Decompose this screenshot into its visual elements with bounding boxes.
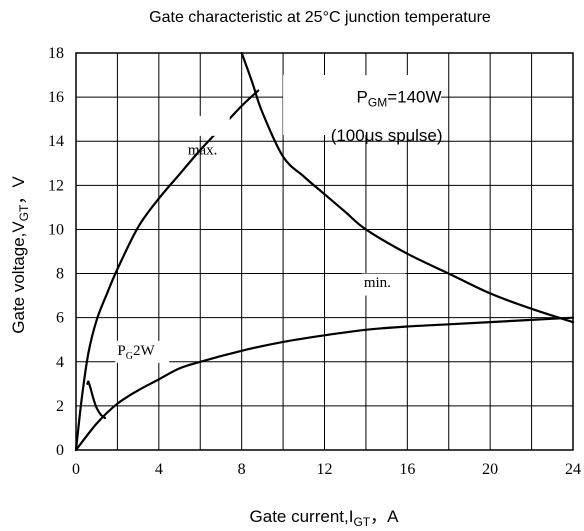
- series-line-pgm: [240, 51, 575, 324]
- x-tick-label: 24: [565, 461, 581, 478]
- y-tick-label: 0: [56, 442, 64, 459]
- min-label: min.: [361, 273, 406, 296]
- y-tick-label: 6: [56, 310, 64, 327]
- x-tick-label: 4: [155, 461, 163, 478]
- y-tick-label: 18: [48, 45, 64, 62]
- max-label-text: max.: [188, 143, 218, 159]
- y-tick-label: 8: [56, 266, 64, 283]
- pg-label-text: PG2W: [117, 343, 155, 362]
- pgm-label-text: PGM=140W: [357, 88, 442, 110]
- min-label-text: min.: [364, 275, 391, 291]
- pulse-label-text: (100μs spulse): [331, 126, 443, 145]
- max-label-background: [185, 115, 230, 136]
- annotations: max. min. PGM=140W (100μs spulse) PG2W: [115, 75, 443, 363]
- plot-frame: [75, 52, 574, 451]
- y-tick-label: 12: [48, 177, 64, 194]
- y-tick-label: 10: [48, 221, 64, 238]
- y-tick-label: 14: [48, 133, 64, 150]
- series-line-max: [74, 89, 260, 452]
- pgm-label: PGM=140W (100μs spulse): [283, 75, 443, 145]
- x-tick-label: 8: [238, 461, 246, 478]
- x-tick-label: 12: [317, 461, 333, 478]
- y-tick-label: 4: [56, 354, 64, 371]
- pgm-label-background: [283, 75, 442, 136]
- series-line-min: [74, 316, 575, 452]
- x-axis-title: Gate current,IGT，A: [250, 507, 400, 529]
- y-axis-title: Gate voltage,VGT，V: [9, 176, 31, 334]
- pg-label-background: [115, 340, 170, 363]
- series-line-pg: [86, 380, 107, 420]
- y-tick-label: 2: [56, 398, 64, 415]
- chart-title: Gate characteristic at 25°C junction tem…: [149, 9, 491, 26]
- max-label: max.: [185, 115, 230, 159]
- x-tick-label: 0: [72, 461, 80, 478]
- min-label-background: [361, 273, 406, 296]
- x-tick-label: 20: [482, 461, 498, 478]
- pg-label: PG2W: [115, 340, 170, 363]
- x-tick-label: 16: [399, 461, 415, 478]
- y-tick-label: 16: [48, 89, 64, 106]
